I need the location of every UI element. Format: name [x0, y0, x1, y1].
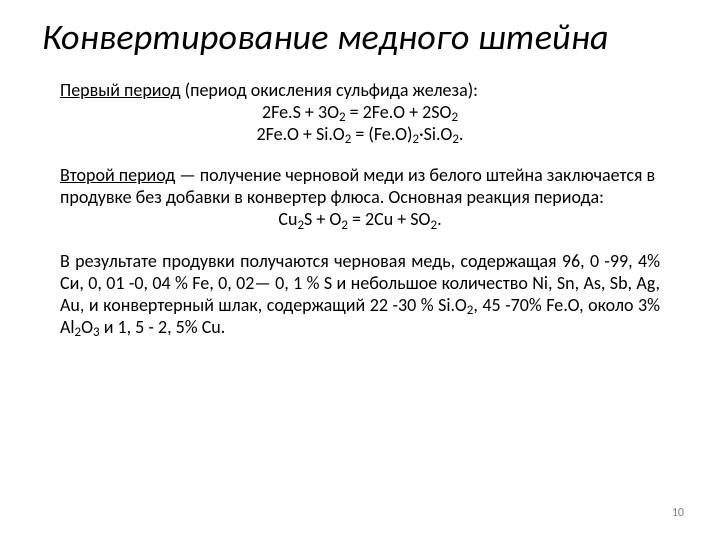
period-1-label: Первый период [60, 79, 181, 101]
period-2-label: Второй период [60, 164, 175, 186]
period-1-rest: (период окисления сульфида железа): [181, 79, 478, 101]
period-2: Второй период — получение черновой меди … [60, 165, 660, 231]
slide-body: Первый период (период окисления сульфида… [42, 80, 678, 340]
period-1: Первый период (период окисления сульфида… [60, 80, 660, 146]
results-paragraph: В результате продувки получаются чернова… [60, 251, 660, 339]
equation-1: 2Fe.S + 3O2 = 2Fe.O + 2SO2 [60, 102, 660, 124]
page-number: 10 [672, 506, 684, 520]
equation-2: 2Fe.O + Si.O2 = (Fe.O)2·Si.O2. [60, 124, 660, 146]
slide-title: Конвертирование медного штейна [42, 18, 678, 58]
equation-3: Cu2S + O2 = 2Cu + SO2. [60, 209, 660, 231]
slide: Конвертирование медного штейна Первый пе… [0, 0, 720, 540]
